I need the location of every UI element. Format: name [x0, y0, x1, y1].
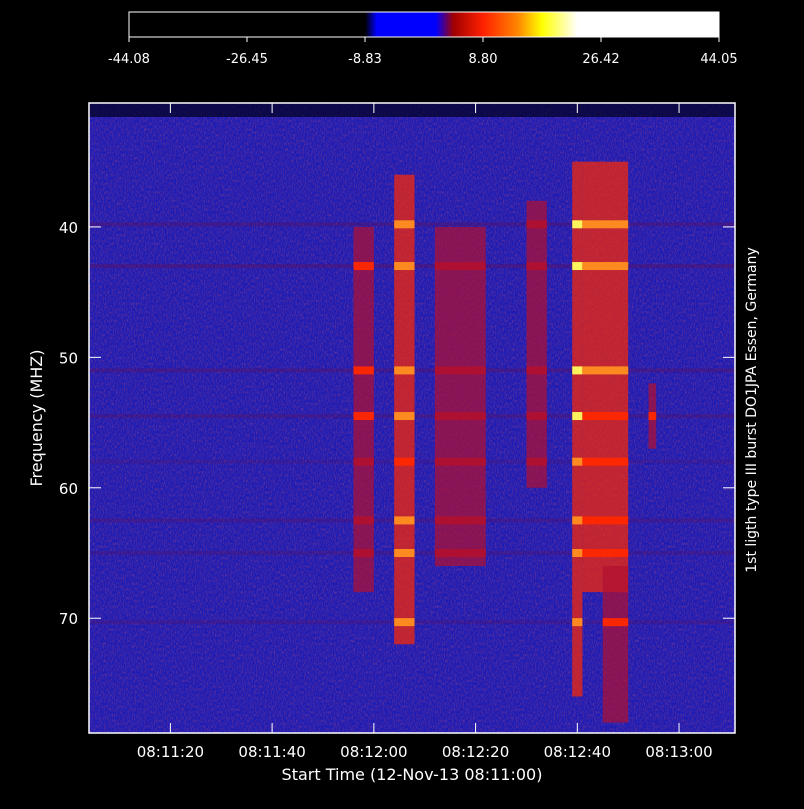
- colorbar-tick-label: 8.80: [469, 52, 498, 67]
- burst-band-spot: [434, 516, 486, 525]
- y-tick-label: 50: [59, 349, 78, 367]
- plot-area: [89, 103, 735, 733]
- burst-band-spot: [353, 549, 374, 557]
- burst-band-spot: [526, 457, 547, 466]
- burst-band-spot: [353, 366, 374, 375]
- burst-region: [526, 200, 547, 488]
- colorbar-tick-label: -8.83: [348, 52, 382, 67]
- burst-band-spot: [572, 412, 583, 421]
- burst-band-spot: [394, 366, 415, 375]
- burst-band-spot: [572, 516, 583, 525]
- burst-band-spot: [572, 549, 583, 557]
- x-tick-label: 08:13:00: [645, 743, 712, 761]
- x-tick-label: 08:11:40: [238, 743, 305, 761]
- colorbar-tick-label: -44.08: [108, 52, 150, 67]
- burst-band-spot: [572, 262, 583, 271]
- burst-band-spot: [582, 262, 629, 271]
- burst-band-spot: [434, 262, 486, 271]
- x-tick-label: 08:12:00: [340, 743, 407, 761]
- y-axis-label: Frequency (MHZ): [27, 349, 46, 486]
- burst-band-spot: [353, 262, 374, 271]
- burst-band-spot: [526, 220, 547, 229]
- burst-band-spot: [572, 220, 583, 229]
- right-side-label: 1st ligth type III burst DO1JPA Essen, G…: [744, 247, 760, 573]
- burst-band-spot: [394, 516, 415, 525]
- burst-band-spot: [582, 220, 629, 229]
- y-tick-label: 40: [59, 219, 78, 237]
- burst-band-spot: [434, 412, 486, 421]
- burst-band-spot: [526, 412, 547, 421]
- burst-band-spot: [353, 412, 374, 421]
- burst-band-spot: [526, 262, 547, 271]
- burst-band-spot: [394, 549, 415, 557]
- plot-frame: [88, 102, 736, 734]
- burst-band-spot: [434, 549, 486, 557]
- top-edge-artifact: [89, 103, 735, 117]
- x-tick-label: 08:12:40: [544, 743, 611, 761]
- burst-band-spot: [394, 412, 415, 421]
- x-axis-label: Start Time (12-Nov-13 08:11:00): [282, 765, 543, 784]
- burst-region: [434, 226, 486, 567]
- colorbar-tick-label: -26.45: [226, 52, 268, 67]
- burst-band-spot: [572, 457, 583, 466]
- x-axis-ticks: 08:11:20 08:11:40 08:12:00 08:12:20 08:12:40…: [137, 103, 713, 761]
- burst-region: [572, 161, 583, 697]
- burst-band-spot: [526, 366, 547, 375]
- burst-band-spot: [434, 366, 486, 375]
- burst-band-spot: [582, 366, 629, 375]
- burst-band-spot: [602, 618, 629, 627]
- burst-region: [353, 226, 374, 593]
- burst-region: [394, 174, 415, 645]
- burst-band-spot: [353, 516, 374, 525]
- burst-band-spot: [394, 220, 415, 229]
- y-tick-label: 70: [59, 610, 78, 628]
- burst-band-spot: [394, 262, 415, 271]
- burst-band-spot: [582, 516, 629, 525]
- burst-band-spot: [353, 457, 374, 466]
- x-tick-label: 08:11:20: [137, 743, 204, 761]
- radio-bursts: [353, 161, 657, 723]
- burst-band-spot: [394, 457, 415, 466]
- colorbar-ticks: -44.08 -26.45 -8.83 8.80 26.42 44.05: [108, 37, 738, 67]
- burst-band-spot: [582, 549, 629, 557]
- burst-band-spot: [394, 618, 415, 627]
- colorbar-tick-label: 26.42: [582, 52, 619, 67]
- colorbar: -44.08 -26.45 -8.83 8.80 26.42 44.05: [108, 11, 738, 67]
- burst-band-spot: [648, 412, 657, 421]
- colorbar-tick-label: 44.05: [700, 52, 737, 67]
- x-tick-label: 08:12:20: [442, 743, 509, 761]
- burst-band-spot: [572, 618, 583, 627]
- burst-band-spot: [582, 457, 629, 466]
- burst-band-spot: [582, 412, 629, 421]
- y-axis-ticks: 40 50 60 70: [59, 219, 735, 628]
- burst-band-spot: [572, 366, 583, 375]
- colorbar-gradient: [128, 11, 720, 38]
- burst-band-spot: [434, 457, 486, 466]
- burst-region: [602, 566, 629, 723]
- y-tick-label: 60: [59, 480, 78, 498]
